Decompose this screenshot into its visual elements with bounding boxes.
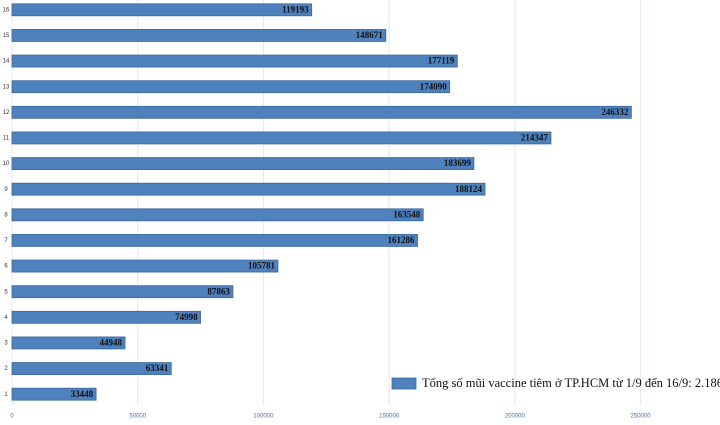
value-label: 183699	[444, 158, 472, 168]
value-label: 188124	[455, 184, 483, 194]
y-tick-label: 10	[3, 161, 10, 167]
bar	[11, 387, 97, 401]
x-tick-label: 0	[10, 414, 14, 420]
y-tick-label: 16	[3, 7, 10, 13]
bar	[11, 234, 418, 247]
legend-swatch	[391, 377, 417, 390]
value-label: 148671	[356, 30, 384, 40]
value-label: 87863	[207, 286, 230, 296]
bar	[11, 105, 632, 119]
value-label: 105781	[248, 261, 276, 271]
value-label: 214347	[521, 133, 549, 143]
y-tick-label: 5	[4, 289, 8, 295]
y-tick-label: 15	[3, 33, 10, 39]
x-tick-label: 50000	[129, 414, 146, 420]
x-tick-label: 150000	[379, 414, 400, 420]
bar	[11, 157, 475, 170]
y-tick-label: 11	[3, 136, 10, 142]
value-label: 33448	[71, 389, 94, 399]
bar	[11, 336, 126, 350]
y-tick-label: 3	[4, 341, 8, 347]
bar	[11, 259, 279, 273]
y-tick-label: 13	[3, 84, 10, 90]
y-tick-label: 12	[3, 110, 10, 116]
bar	[11, 54, 458, 68]
y-tick-label: 14	[3, 59, 10, 65]
value-label: 63341	[146, 363, 169, 373]
x-tick-label: 100000	[253, 414, 274, 420]
value-label: 161286	[388, 235, 416, 245]
y-tick-label: 6	[4, 264, 8, 270]
bar	[11, 131, 552, 145]
bar	[11, 310, 201, 324]
bar	[11, 362, 172, 375]
bar	[11, 3, 313, 17]
value-label: 246332	[601, 107, 629, 117]
y-tick-label: 7	[4, 238, 8, 244]
x-tick-label: 200000	[505, 414, 526, 420]
y-tick-label: 4	[4, 315, 8, 321]
bar	[11, 285, 234, 299]
value-label: 74998	[175, 312, 198, 322]
legend-label: Tổng số mũi vaccine tiêm ở TP.HCM từ 1/9…	[422, 376, 720, 390]
value-label: 177119	[428, 56, 455, 66]
value-label: 163548	[393, 209, 421, 219]
bar	[11, 208, 424, 222]
bar	[11, 29, 387, 42]
value-label: 119193	[282, 4, 309, 14]
y-tick-label: 1	[4, 392, 8, 398]
value-label: 174090	[420, 81, 448, 91]
x-tick-label: 250000	[631, 414, 652, 420]
y-tick-label: 2	[4, 366, 8, 372]
bar	[11, 182, 486, 196]
y-tick-label: 8	[4, 212, 8, 218]
value-label: 44948	[100, 338, 123, 348]
bar	[11, 80, 451, 94]
y-tick-label: 9	[4, 187, 8, 193]
